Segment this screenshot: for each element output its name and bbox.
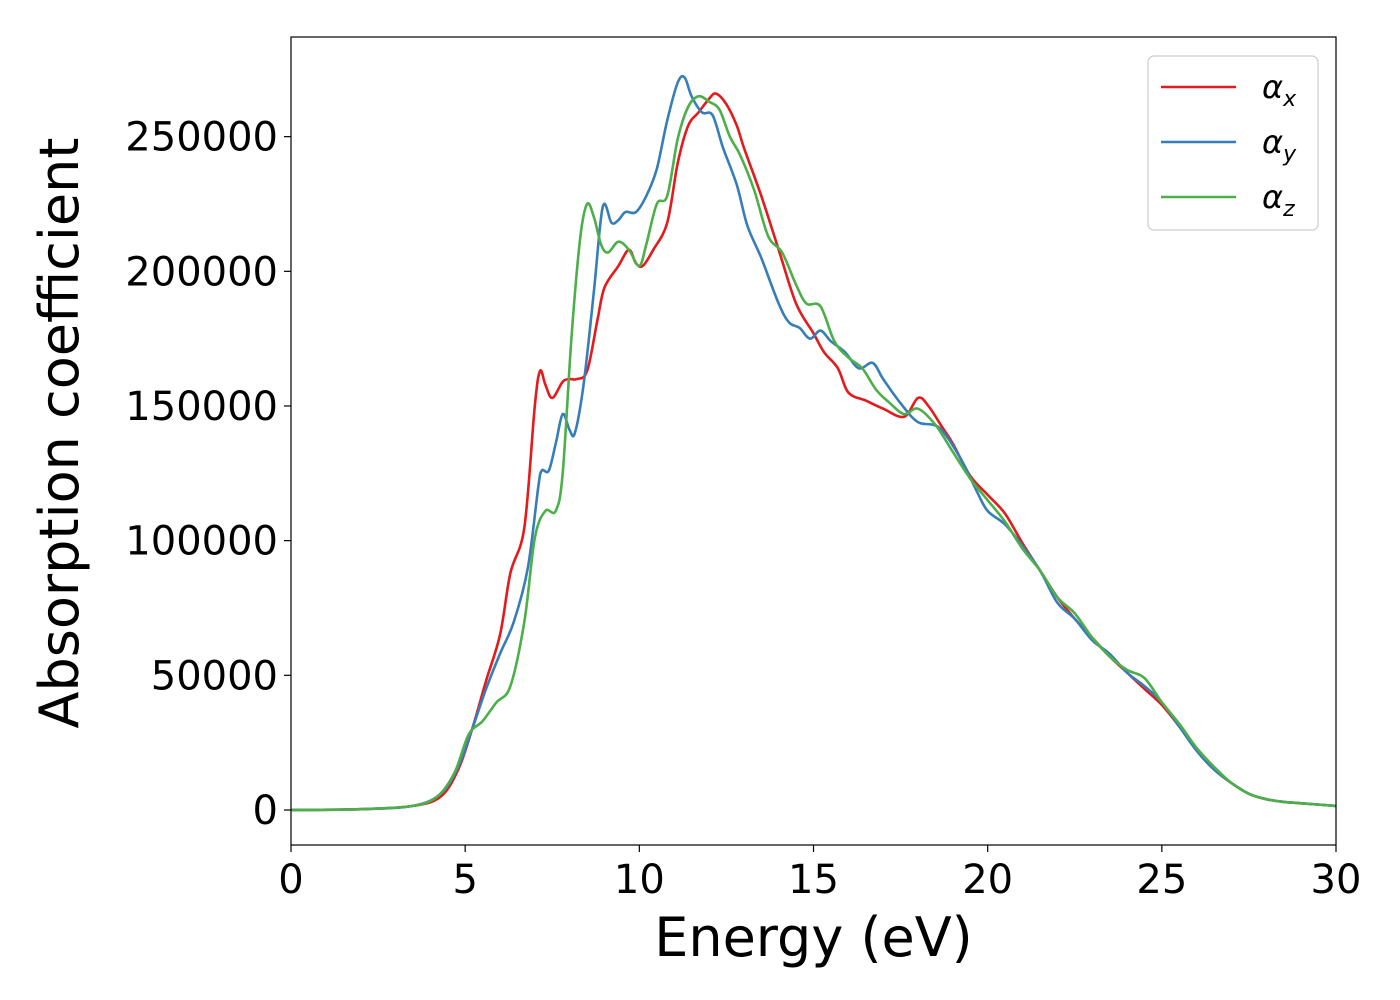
x-tick-label: 0 bbox=[278, 857, 303, 903]
y-tick-label: 0 bbox=[253, 788, 278, 834]
x-tick-label: 5 bbox=[452, 857, 477, 903]
legend-label-y: αy bbox=[1262, 123, 1297, 167]
y-tick-label: 250000 bbox=[125, 115, 278, 161]
series-lines bbox=[290, 74, 1337, 812]
x-tick-label: 15 bbox=[788, 857, 839, 903]
x-tick-label: 20 bbox=[962, 857, 1013, 903]
y-tick-label: 50000 bbox=[151, 653, 278, 699]
y-tick-label: 200000 bbox=[125, 249, 278, 295]
y-axis-title: Absorption coefficient bbox=[28, 138, 91, 729]
x-tick-label: 10 bbox=[614, 857, 665, 903]
x-tick-label: 25 bbox=[1136, 857, 1187, 903]
axis-ticks: 0 5 10 15 20 25 30 0 50000 100000 150000 200000 2500… bbox=[125, 115, 1361, 903]
series-line-y bbox=[290, 74, 1337, 812]
x-tick-label: 30 bbox=[1311, 857, 1362, 903]
y-tick-label: 100000 bbox=[125, 519, 278, 565]
legend-label-z: αz bbox=[1262, 178, 1295, 222]
legend-label-x: αx bbox=[1262, 68, 1297, 112]
legend: αx αy αz bbox=[1147, 55, 1319, 231]
x-axis-title: Energy (eV) bbox=[654, 906, 973, 969]
series-line-z bbox=[290, 94, 1337, 812]
y-tick-label: 150000 bbox=[125, 384, 278, 430]
